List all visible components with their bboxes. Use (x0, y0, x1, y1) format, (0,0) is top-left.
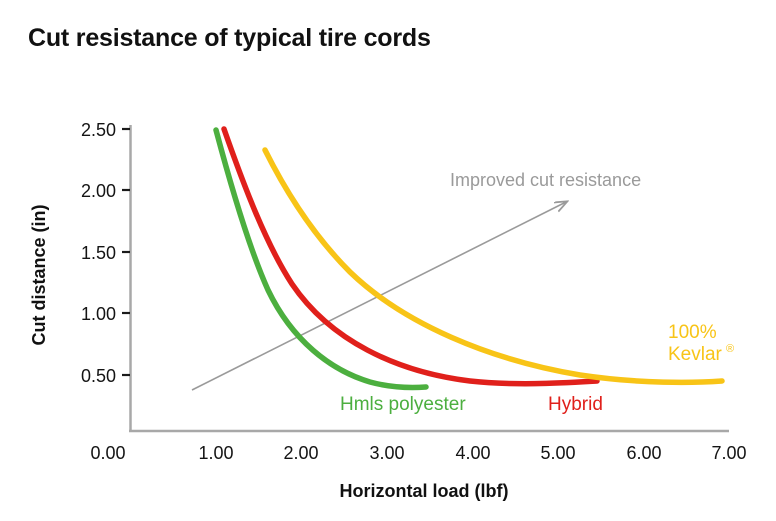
series-label-kevlar-line1: 100% (668, 322, 717, 343)
y-tick-label-2-00: 2.00 (81, 181, 116, 201)
x-tick-label-6-00: 6.00 (626, 443, 661, 463)
y-tick-label-2-50: 2.50 (81, 120, 116, 140)
x-tick-label-0-00: 0.00 (90, 443, 125, 463)
series-line-kevlar (262, 147, 725, 386)
x-axis-title: Horizontal load (lbf) (340, 481, 509, 501)
y-tick-label-1-00: 1.00 (81, 304, 116, 324)
page-title: Cut resistance of typical tire cords (28, 24, 431, 52)
series-label-hmls-polyester: Hmls polyester (340, 394, 466, 415)
series-line-hybrid (221, 126, 600, 387)
y-axis-title: Cut distance (in) (29, 204, 49, 345)
x-tick-label-5-00: 5.00 (540, 443, 575, 463)
improved-cut-resistance-label: Improved cut resistance (450, 170, 641, 190)
x-tick-label-2-00: 2.00 (283, 443, 318, 463)
series-label-hybrid: Hybrid (548, 394, 603, 415)
series-label-kevlar-line2: Kevlar ® (668, 343, 734, 365)
y-axis-ticks (122, 127, 130, 377)
y-tick-label-0-50: 0.50 (81, 366, 116, 386)
x-tick-label-1-00: 1.00 (198, 443, 233, 463)
x-tick-label-3-00: 3.00 (369, 443, 404, 463)
x-tick-label-4-00: 4.00 (455, 443, 490, 463)
x-tick-label-7-00: 7.00 (711, 443, 746, 463)
series-line-hmls-polyester (213, 127, 429, 391)
registered-trademark-icon: ® (726, 343, 734, 355)
y-tick-label-1-50: 1.50 (81, 243, 116, 263)
series-label-kevlar-text: Kevlar (668, 344, 723, 365)
